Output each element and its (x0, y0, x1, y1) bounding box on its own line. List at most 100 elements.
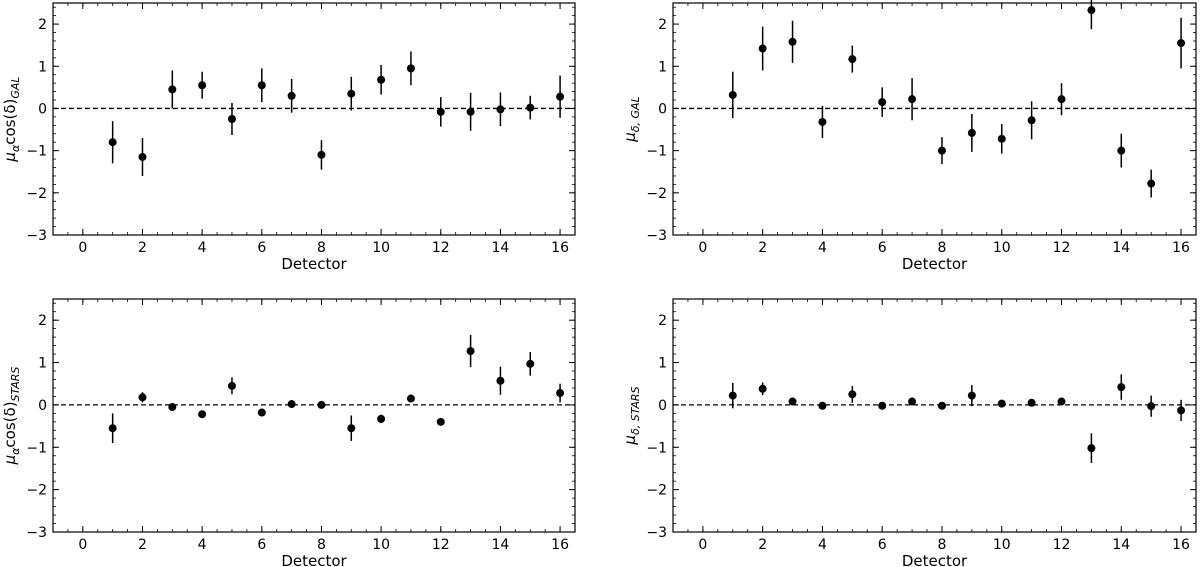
y-axis-label: μαcos(δ)STARS (1, 367, 22, 466)
data-point (1027, 116, 1036, 125)
data-point (436, 417, 445, 426)
data-point (257, 81, 266, 90)
data-point (317, 150, 326, 159)
plot-frame (52, 2, 576, 236)
data-point (1057, 95, 1066, 104)
data-point (436, 107, 445, 116)
x-tick-label: 4 (818, 537, 827, 553)
data-point (937, 401, 946, 410)
y-tick-label: −2 (646, 483, 667, 499)
x-axis-label: Detector (281, 255, 347, 273)
data-point (377, 75, 386, 84)
data-point (496, 105, 505, 114)
data-point (1087, 444, 1096, 453)
data-point (556, 389, 565, 398)
data-point (1117, 383, 1126, 392)
x-tick-label: 0 (78, 240, 87, 256)
data-point (287, 91, 296, 100)
data-point (227, 381, 236, 390)
x-tick-label: 14 (1112, 537, 1130, 553)
x-tick-label: 6 (257, 240, 266, 256)
x-tick-label: 16 (551, 537, 569, 553)
x-tick-label: 0 (698, 537, 707, 553)
data-point (818, 401, 827, 410)
y-tick-label: −1 (646, 144, 667, 160)
y-tick-label: −2 (646, 186, 667, 202)
data-point (728, 90, 737, 99)
y-axis-label: μδ, STARS (621, 386, 642, 445)
y-tick-label: 1 (658, 59, 667, 75)
data-point (848, 55, 857, 64)
x-tick-label: 14 (492, 240, 510, 256)
y-tick-label: 2 (658, 17, 667, 33)
data-point (108, 138, 117, 147)
data-point (997, 134, 1006, 143)
y-tick-label: 2 (658, 313, 667, 329)
data-point (848, 390, 857, 399)
data-point (406, 64, 415, 73)
x-tick-label: 12 (432, 537, 450, 553)
x-tick-label: 12 (1053, 537, 1071, 553)
x-tick-label: 8 (317, 537, 326, 553)
data-point (556, 92, 565, 101)
data-point (198, 81, 207, 90)
data-point (257, 408, 266, 417)
x-tick-label: 2 (758, 537, 767, 553)
plot-frame (52, 298, 576, 533)
data-point (788, 397, 797, 406)
data-point (908, 397, 917, 406)
x-tick-label: 6 (878, 537, 887, 553)
data-point (377, 414, 386, 423)
data-point (788, 37, 797, 46)
x-tick-label: 8 (317, 240, 326, 256)
x-tick-label: 2 (758, 240, 767, 256)
data-point (406, 394, 415, 403)
x-tick-label: 16 (1172, 240, 1190, 256)
data-point (1117, 146, 1126, 155)
data-point (227, 115, 236, 123)
y-tick-label: −2 (26, 186, 47, 202)
x-tick-label: 10 (372, 240, 390, 256)
y-axis-label: μαcos(δ)GAL (1, 76, 22, 162)
y-tick-label: −2 (26, 483, 47, 499)
x-axis-label: Detector (281, 552, 347, 567)
data-point (138, 152, 147, 161)
y-tick-label: −1 (646, 440, 667, 456)
data-point (967, 391, 976, 400)
data-point (818, 117, 827, 126)
data-point (466, 347, 475, 356)
x-tick-label: 2 (138, 537, 147, 553)
x-tick-label: 10 (993, 240, 1011, 256)
panel-3: 0 2 4 6 8 10 12 14 16−3−2−1012Detectorμαcos(δ)ST… (1, 298, 576, 567)
data-point (1087, 6, 1096, 15)
data-point (526, 359, 535, 368)
data-point (1057, 397, 1066, 406)
y-tick-label: 1 (38, 59, 47, 75)
y-tick-label: 0 (658, 101, 667, 117)
x-tick-label: 4 (198, 240, 207, 256)
x-tick-label: 12 (432, 240, 450, 256)
y-axis-label: μδ, GAL (621, 96, 642, 142)
x-tick-label: 14 (1112, 240, 1130, 256)
x-tick-label: 2 (138, 240, 147, 256)
data-point (1027, 398, 1036, 407)
y-tick-label: 0 (38, 101, 47, 117)
x-tick-label: 6 (257, 537, 266, 553)
data-point (967, 128, 976, 137)
x-tick-label: 4 (818, 240, 827, 256)
data-point (728, 391, 737, 400)
x-tick-label: 0 (78, 537, 87, 553)
data-point (496, 376, 505, 385)
data-point (168, 403, 177, 412)
y-tick-label: −1 (26, 440, 47, 456)
data-point (108, 424, 117, 433)
x-axis-label: Detector (902, 552, 968, 567)
data-point (198, 410, 207, 419)
data-point (347, 89, 356, 98)
y-tick-label: 0 (658, 398, 667, 414)
x-tick-label: 8 (938, 240, 947, 256)
plot-frame (672, 298, 1197, 533)
